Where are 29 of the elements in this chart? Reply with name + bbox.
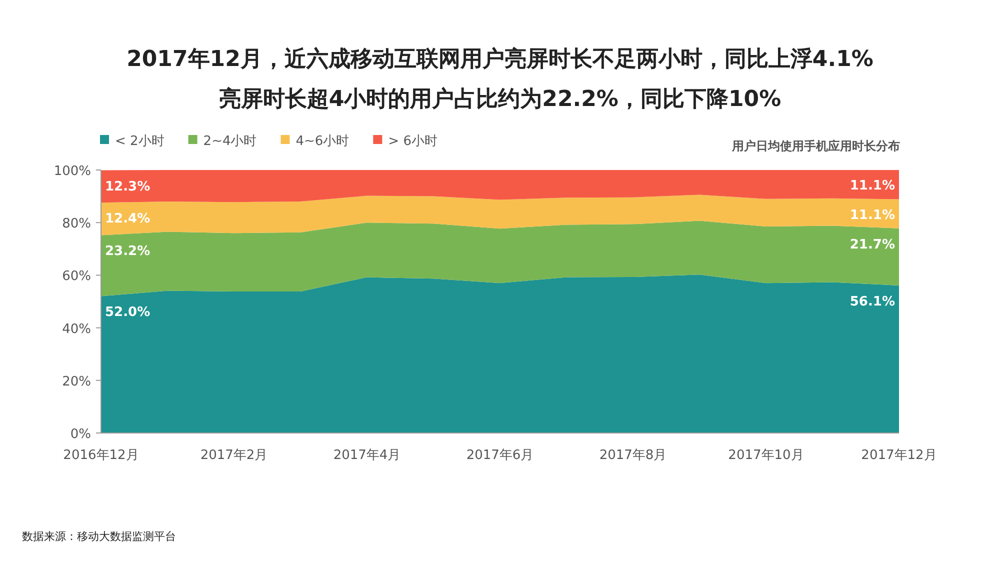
- y-tick-label: 60%: [62, 269, 91, 284]
- x-tick-label: 2017年2月: [200, 448, 268, 463]
- data-label: 23.2%: [105, 244, 150, 260]
- y-tick-label: 0%: [70, 427, 91, 442]
- x-tick-label: 2017年8月: [599, 448, 667, 463]
- data-label: 52.0%: [105, 305, 150, 320]
- data-label: 12.3%: [105, 179, 150, 194]
- text: 用户日均使用手机应用时长分布: [731, 139, 900, 153]
- legend-label: > 6小时: [388, 134, 438, 149]
- chart-title: 2017年12月，近六成移动互联网用户亮屏时长不足两小时，同比上浮4.1%: [126, 46, 874, 72]
- data-label: 11.1%: [850, 178, 895, 194]
- y-tick-label: 80%: [62, 216, 91, 232]
- x-tick-label: 2016年12月: [63, 448, 139, 463]
- data-label: 56.1%: [850, 294, 895, 310]
- x-tick-label: 2017年6月: [466, 448, 534, 463]
- y-tick-label: 20%: [62, 374, 91, 390]
- x-tick-label: 2017年12月: [861, 448, 937, 463]
- legend-label: 2~4小时: [203, 134, 257, 149]
- y-tick-label: 100%: [54, 164, 91, 179]
- x-tick-label: 2017年10月: [728, 448, 804, 463]
- x-tick-label: 2017年4月: [333, 448, 401, 463]
- legend-label: < 2小时: [115, 134, 164, 149]
- y-tick-label: 40%: [62, 322, 91, 337]
- data-label: 21.7%: [850, 237, 895, 252]
- source-note: 数据来源：移动大数据监测平台: [22, 530, 176, 543]
- data-label: 11.1%: [850, 208, 895, 223]
- legend-label: 4~6小时: [296, 134, 350, 149]
- chart-subtitle: 亮屏时长超4小时的用户占比约为22.2%，同比下降10%: [218, 86, 782, 112]
- data-label: 12.4%: [105, 212, 150, 227]
